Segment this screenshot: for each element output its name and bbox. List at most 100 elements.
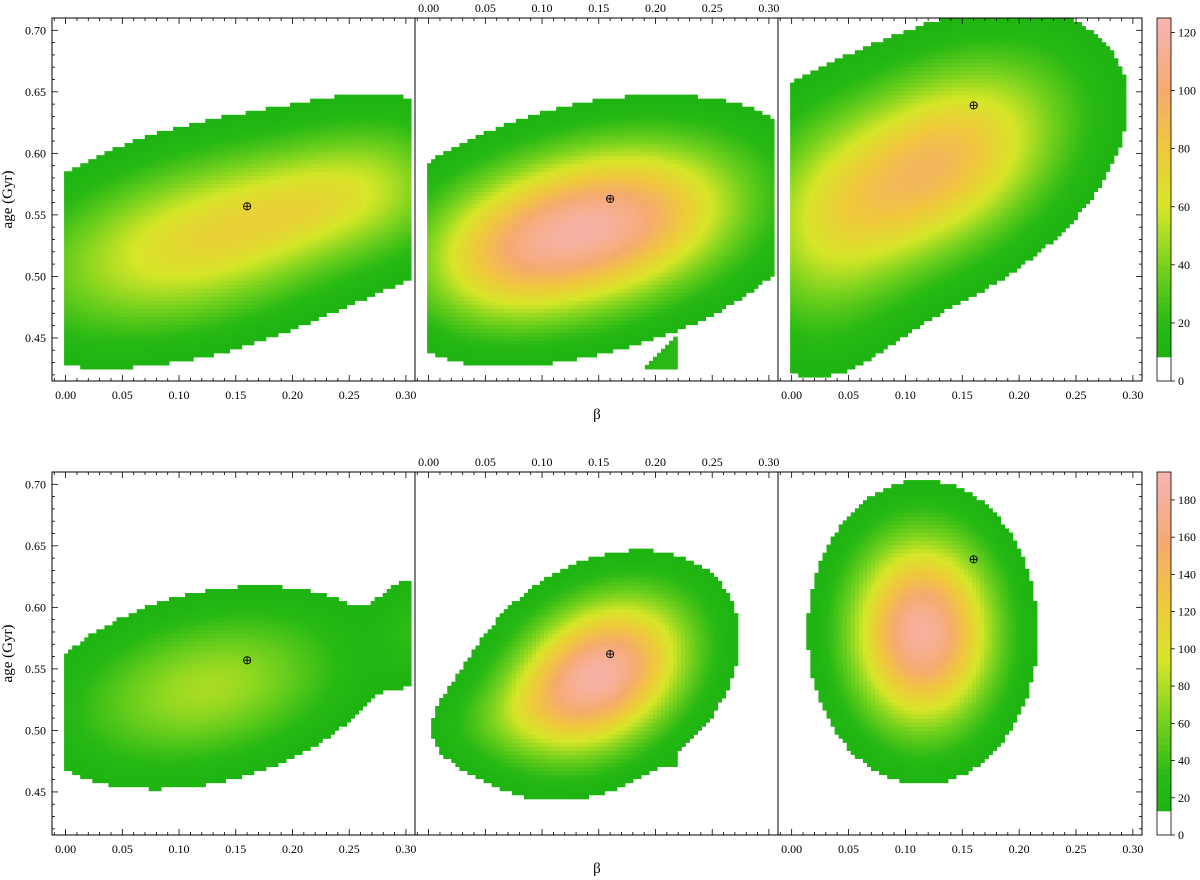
heatmap-cell: [285, 130, 291, 136]
heatmap-cell: [378, 195, 384, 201]
heatmap-cell: [439, 179, 444, 184]
heatmap-cell: [378, 268, 384, 273]
heatmap-cell: [189, 147, 194, 152]
heatmap-cell: [346, 199, 352, 205]
heatmap-cell: [298, 312, 303, 318]
heatmap-cell: [249, 320, 255, 326]
heatmap-cell: [233, 179, 239, 184]
heatmap-cell: [326, 292, 331, 297]
heatmap-cell: [334, 231, 339, 237]
heatmap-cell: [168, 340, 174, 346]
heatmap-cell: [390, 191, 396, 197]
heatmap-cell: [261, 251, 267, 257]
heatmap-cell: [116, 159, 122, 164]
heatmap-cell: [298, 126, 303, 132]
heatmap-cell: [370, 155, 376, 160]
heatmap-cell: [100, 191, 106, 197]
heatmap-cell: [148, 223, 154, 229]
heatmap-cell: [88, 167, 93, 172]
heatmap-cell: [346, 167, 352, 172]
heatmap-cell: [140, 288, 146, 293]
heatmap-cell: [68, 360, 73, 366]
heatmap-cell: [354, 207, 360, 213]
heatmap-cell: [124, 356, 130, 362]
heatmap-cell: [160, 247, 166, 253]
heatmap-cell: [431, 171, 436, 176]
heatmap-cell: [386, 179, 392, 184]
heatmap-cell: [289, 223, 295, 229]
heatmap-cell: [322, 312, 327, 318]
heatmap-cell: [156, 312, 162, 318]
heatmap-cell: [326, 151, 331, 156]
heatmap-cell: [378, 147, 384, 152]
heatmap-cell: [128, 239, 134, 245]
heatmap-cell: [326, 235, 331, 241]
heatmap-cell: [435, 211, 440, 217]
heatmap-cell: [249, 147, 255, 152]
heatmap-cell: [326, 255, 331, 261]
heatmap-cell: [342, 304, 348, 309]
heatmap-cell: [374, 139, 380, 144]
heatmap-cell: [233, 163, 239, 168]
heatmap-cell: [439, 312, 444, 318]
heatmap-cell: [185, 356, 190, 362]
heatmap-cell: [213, 308, 218, 314]
heatmap-cell: [386, 227, 392, 233]
heatmap-cell: [64, 276, 69, 281]
heatmap-cell: [289, 183, 295, 188]
heatmap-cell: [168, 134, 174, 140]
heatmap-cell: [342, 268, 348, 273]
heatmap-cell: [168, 235, 174, 241]
heatmap-cell: [225, 114, 231, 120]
heatmap-cell: [140, 264, 146, 269]
heatmap-cell: [427, 171, 432, 176]
heatmap-cell: [318, 312, 323, 318]
heatmap-cell: [273, 235, 279, 241]
heatmap-cell: [289, 260, 295, 265]
heatmap-cell: [80, 292, 85, 297]
heatmap-cell: [193, 151, 198, 156]
heatmap-cell: [72, 308, 77, 314]
heatmap-cell: [132, 239, 138, 245]
heatmap-cell: [181, 227, 186, 233]
heatmap-cell: [185, 151, 190, 156]
heatmap-cell: [362, 98, 368, 104]
heatmap-cell: [298, 155, 303, 160]
heatmap-cell: [124, 272, 130, 277]
heatmap-cell: [253, 251, 259, 257]
heatmap-cell: [209, 130, 214, 136]
heatmap-cell: [362, 235, 368, 241]
heatmap-cell: [366, 191, 372, 197]
heatmap-cell: [265, 312, 271, 318]
heatmap-cell: [374, 118, 380, 124]
heatmap-cell: [201, 231, 206, 237]
heatmap-cell: [132, 207, 138, 213]
heatmap-cell: [156, 179, 162, 184]
heatmap-cell: [136, 219, 142, 225]
heatmap-cell: [92, 215, 97, 221]
heatmap-cell: [386, 191, 392, 197]
heatmap-cell: [124, 288, 130, 293]
heatmap-cell: [221, 268, 227, 273]
heatmap-cell: [249, 255, 255, 261]
heatmap-cell: [225, 231, 231, 237]
heatmap-cell: [285, 139, 291, 144]
heatmap-cell: [334, 106, 339, 112]
heatmap-cell: [160, 163, 166, 168]
heatmap-cell: [160, 308, 166, 314]
heatmap-cell: [241, 320, 247, 326]
heatmap-cell: [298, 304, 303, 309]
heatmap-cell: [189, 151, 194, 156]
heatmap-cell: [64, 211, 69, 217]
heatmap-cell: [310, 304, 315, 309]
heatmap-cell: [136, 264, 142, 269]
heatmap-cell: [209, 276, 214, 281]
heatmap-cell: [435, 167, 440, 172]
heatmap-cell: [314, 316, 319, 322]
heatmap-cell: [144, 352, 150, 358]
heatmap-cell: [265, 122, 271, 128]
heatmap-cell: [233, 130, 239, 136]
heatmap-cell: [229, 211, 235, 217]
heatmap-cell: [237, 167, 243, 172]
heatmap-cell: [72, 336, 77, 342]
